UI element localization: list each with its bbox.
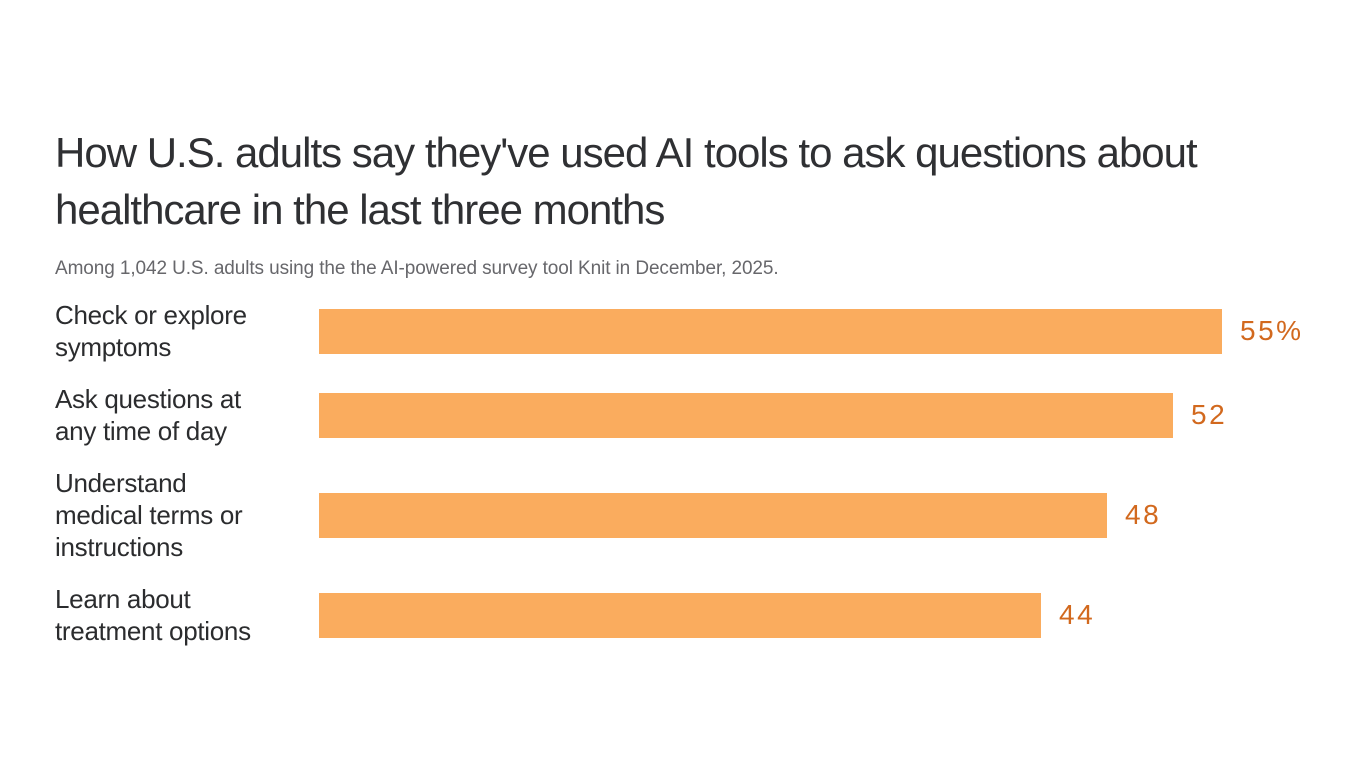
bar-chart: Check or explore symptoms 55% Ask question… [55,299,1355,667]
bar-track: 44 [319,592,1096,638]
bar [319,592,1041,638]
chart-title: How U.S. adults say they've used AI tool… [55,129,1198,233]
bar-track: 55% [319,308,1304,354]
bar [319,392,1173,438]
bar-row: Ask questions at any time of day 52 [55,383,1355,447]
bar-row: Check or explore symptoms 55% [55,299,1355,363]
category-label: Check or explore symptoms [55,300,247,362]
bar-row: Understand medical terms or instructions… [55,467,1355,563]
bar-row: Learn about treatment options 44 [55,583,1355,647]
bar-track: 52 [319,392,1228,438]
bar [319,308,1222,354]
value-label: 55% [1240,315,1304,346]
category-label: Ask questions at any time of day [55,384,241,446]
chart-subtitle: Among 1,042 U.S. adults using the the AI… [55,258,779,279]
category-label: Understand medical terms or instructions [55,468,243,562]
category-label: Learn about treatment options [55,584,251,646]
value-label: 44 [1059,599,1096,630]
bar-track: 48 [319,492,1162,538]
bar [319,492,1107,538]
value-label: 52 [1191,399,1228,430]
value-label: 48 [1125,499,1162,530]
